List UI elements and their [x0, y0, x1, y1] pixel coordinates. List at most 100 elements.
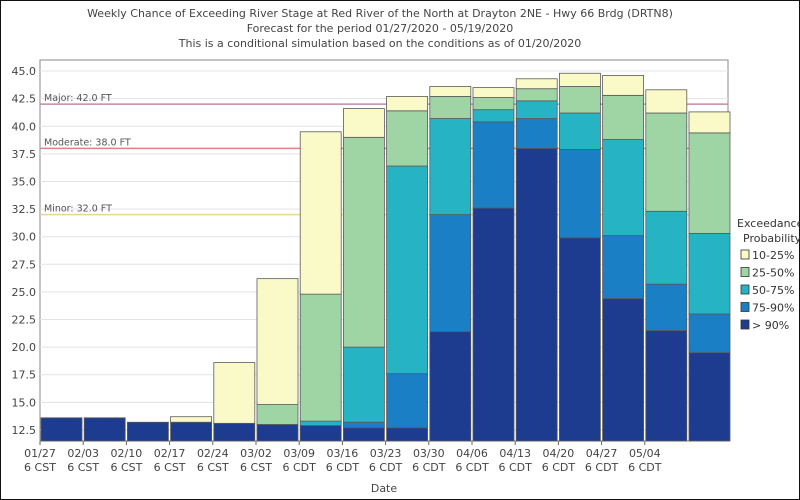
bar-segment: [688, 132, 731, 234]
bar-segment: [645, 283, 688, 331]
bar-segment: [559, 237, 601, 442]
bar-segment: [515, 118, 558, 149]
bar-segment: [472, 207, 515, 442]
x-tick-sublabel: 6 CDT: [326, 461, 360, 474]
x-tick-sublabel: 6 CDT: [499, 461, 533, 474]
bar-segment: [342, 421, 385, 429]
x-tick-label: 02/24: [197, 447, 229, 460]
x-tick-label: 02/17: [154, 447, 186, 460]
legend-item-label: 50-75%: [752, 284, 794, 297]
x-axis-label: Date: [371, 482, 398, 495]
bar-segment: [602, 94, 644, 140]
bar-segment: [170, 421, 213, 442]
bar-segment: [645, 330, 688, 442]
bar-segment: [342, 136, 385, 348]
legend-item-label: > 90%: [752, 319, 789, 332]
x-tick-label: 04/20: [543, 447, 575, 460]
x-tick-sublabel: 6 CDT: [542, 461, 576, 474]
x-tick-label: 04/06: [456, 447, 488, 460]
threshold-label: Minor: 32.0 FT: [44, 204, 112, 215]
y-tick-label: 37.5: [12, 148, 37, 161]
bar-segment: [256, 278, 299, 405]
bar-segment: [515, 100, 558, 119]
y-tick-label: 40.0: [12, 120, 37, 133]
bar-segment: [429, 118, 472, 216]
bar-segment: [429, 96, 472, 119]
legend-swatch: [740, 267, 750, 277]
bar-segment: [688, 352, 731, 442]
y-tick-label: 22.5: [12, 314, 37, 327]
bar-segment: [213, 362, 256, 424]
bar-segment: [299, 425, 342, 442]
bar-segment: [386, 165, 429, 375]
bar-segment: [386, 427, 429, 442]
bar-segment: [40, 417, 83, 442]
x-tick-sublabel: 6 CDT: [455, 461, 489, 474]
y-tick-label: 12.5: [12, 424, 37, 437]
threshold-label: Major: 42.0 FT: [44, 93, 112, 104]
bar-segment: [386, 110, 429, 167]
y-tick-label: 32.5: [12, 203, 37, 216]
y-tick-label: 15.0: [12, 396, 37, 409]
bar-segment: [429, 331, 472, 442]
x-tick-label: 03/16: [327, 447, 359, 460]
bar-segment: [602, 235, 644, 299]
x-tick-sublabel: 6 CDT: [412, 461, 446, 474]
bar-segment: [299, 131, 342, 295]
bar-segment: [515, 78, 558, 90]
bar-segment: [256, 424, 299, 442]
bar-segment: [472, 109, 515, 123]
x-tick-sublabel: 6 CDT: [369, 461, 403, 474]
legend-item-label: 25-50%: [752, 267, 794, 280]
legend-item-label: 10-25%: [752, 249, 794, 262]
bar-segment: [472, 121, 515, 209]
bar-segment: [688, 232, 731, 315]
chart-subtitle: Forecast for the period 01/27/2020 - 05/…: [247, 22, 514, 35]
x-tick-sublabel: 6 CST: [197, 461, 229, 474]
x-tick-sublabel: 6 CST: [24, 461, 56, 474]
bar-segment: [559, 72, 601, 87]
chart-title: Weekly Chance of Exceeding River Stage a…: [87, 7, 673, 20]
y-tick-label: 30.0: [12, 231, 37, 244]
bar-segment: [342, 108, 385, 138]
bar-segment: [602, 298, 644, 442]
bars: [40, 72, 731, 442]
bar-segment: [170, 416, 213, 423]
bar-segment: [515, 147, 558, 442]
bar-segment: [688, 313, 731, 354]
x-tick-sublabel: 6 CST: [110, 461, 142, 474]
chart-subtitle-2: This is a conditional simulation based o…: [178, 37, 582, 50]
x-tick-sublabel: 6 CDT: [628, 461, 662, 474]
x-tick-sublabel: 6 CST: [67, 461, 99, 474]
x-tick-sublabel: 6 CDT: [283, 461, 317, 474]
y-axis: 12.5 15.0 17.5 20.0 22.5 25.0 27.5 30.0 32.5 35.0…: [12, 65, 37, 437]
x-tick-label: 03/02: [240, 447, 272, 460]
y-tick-label: 20.0: [12, 341, 37, 354]
x-tick-label: 03/30: [413, 447, 445, 460]
y-tick-label: 27.5: [12, 258, 37, 271]
x-tick-label: 02/03: [67, 447, 99, 460]
y-tick-label: 42.5: [12, 93, 37, 106]
bar-segment: [342, 427, 385, 442]
y-tick-label: 25.0: [12, 286, 37, 299]
x-tick-label: 04/27: [586, 447, 618, 460]
bar-segment: [559, 112, 601, 150]
bar-segment: [472, 87, 515, 98]
bar-segment: [472, 97, 515, 111]
bar-segment: [429, 86, 472, 97]
bar-segment: [386, 96, 429, 112]
bar-segment: [559, 149, 601, 239]
y-tick-label: 35.0: [12, 175, 37, 188]
legend-swatch: [740, 302, 750, 312]
legend-swatch: [740, 249, 750, 260]
bar-segment: [127, 421, 169, 442]
legend-item-label: 75-90%: [752, 302, 794, 315]
bar-segment: [83, 417, 126, 442]
x-tick-label: 01/27: [24, 447, 56, 460]
legend-title: Exceedance: [737, 217, 800, 230]
x-tick-label: 05/04: [629, 447, 661, 460]
bar-segment: [429, 214, 472, 333]
y-tick-label: 17.5: [12, 369, 37, 382]
